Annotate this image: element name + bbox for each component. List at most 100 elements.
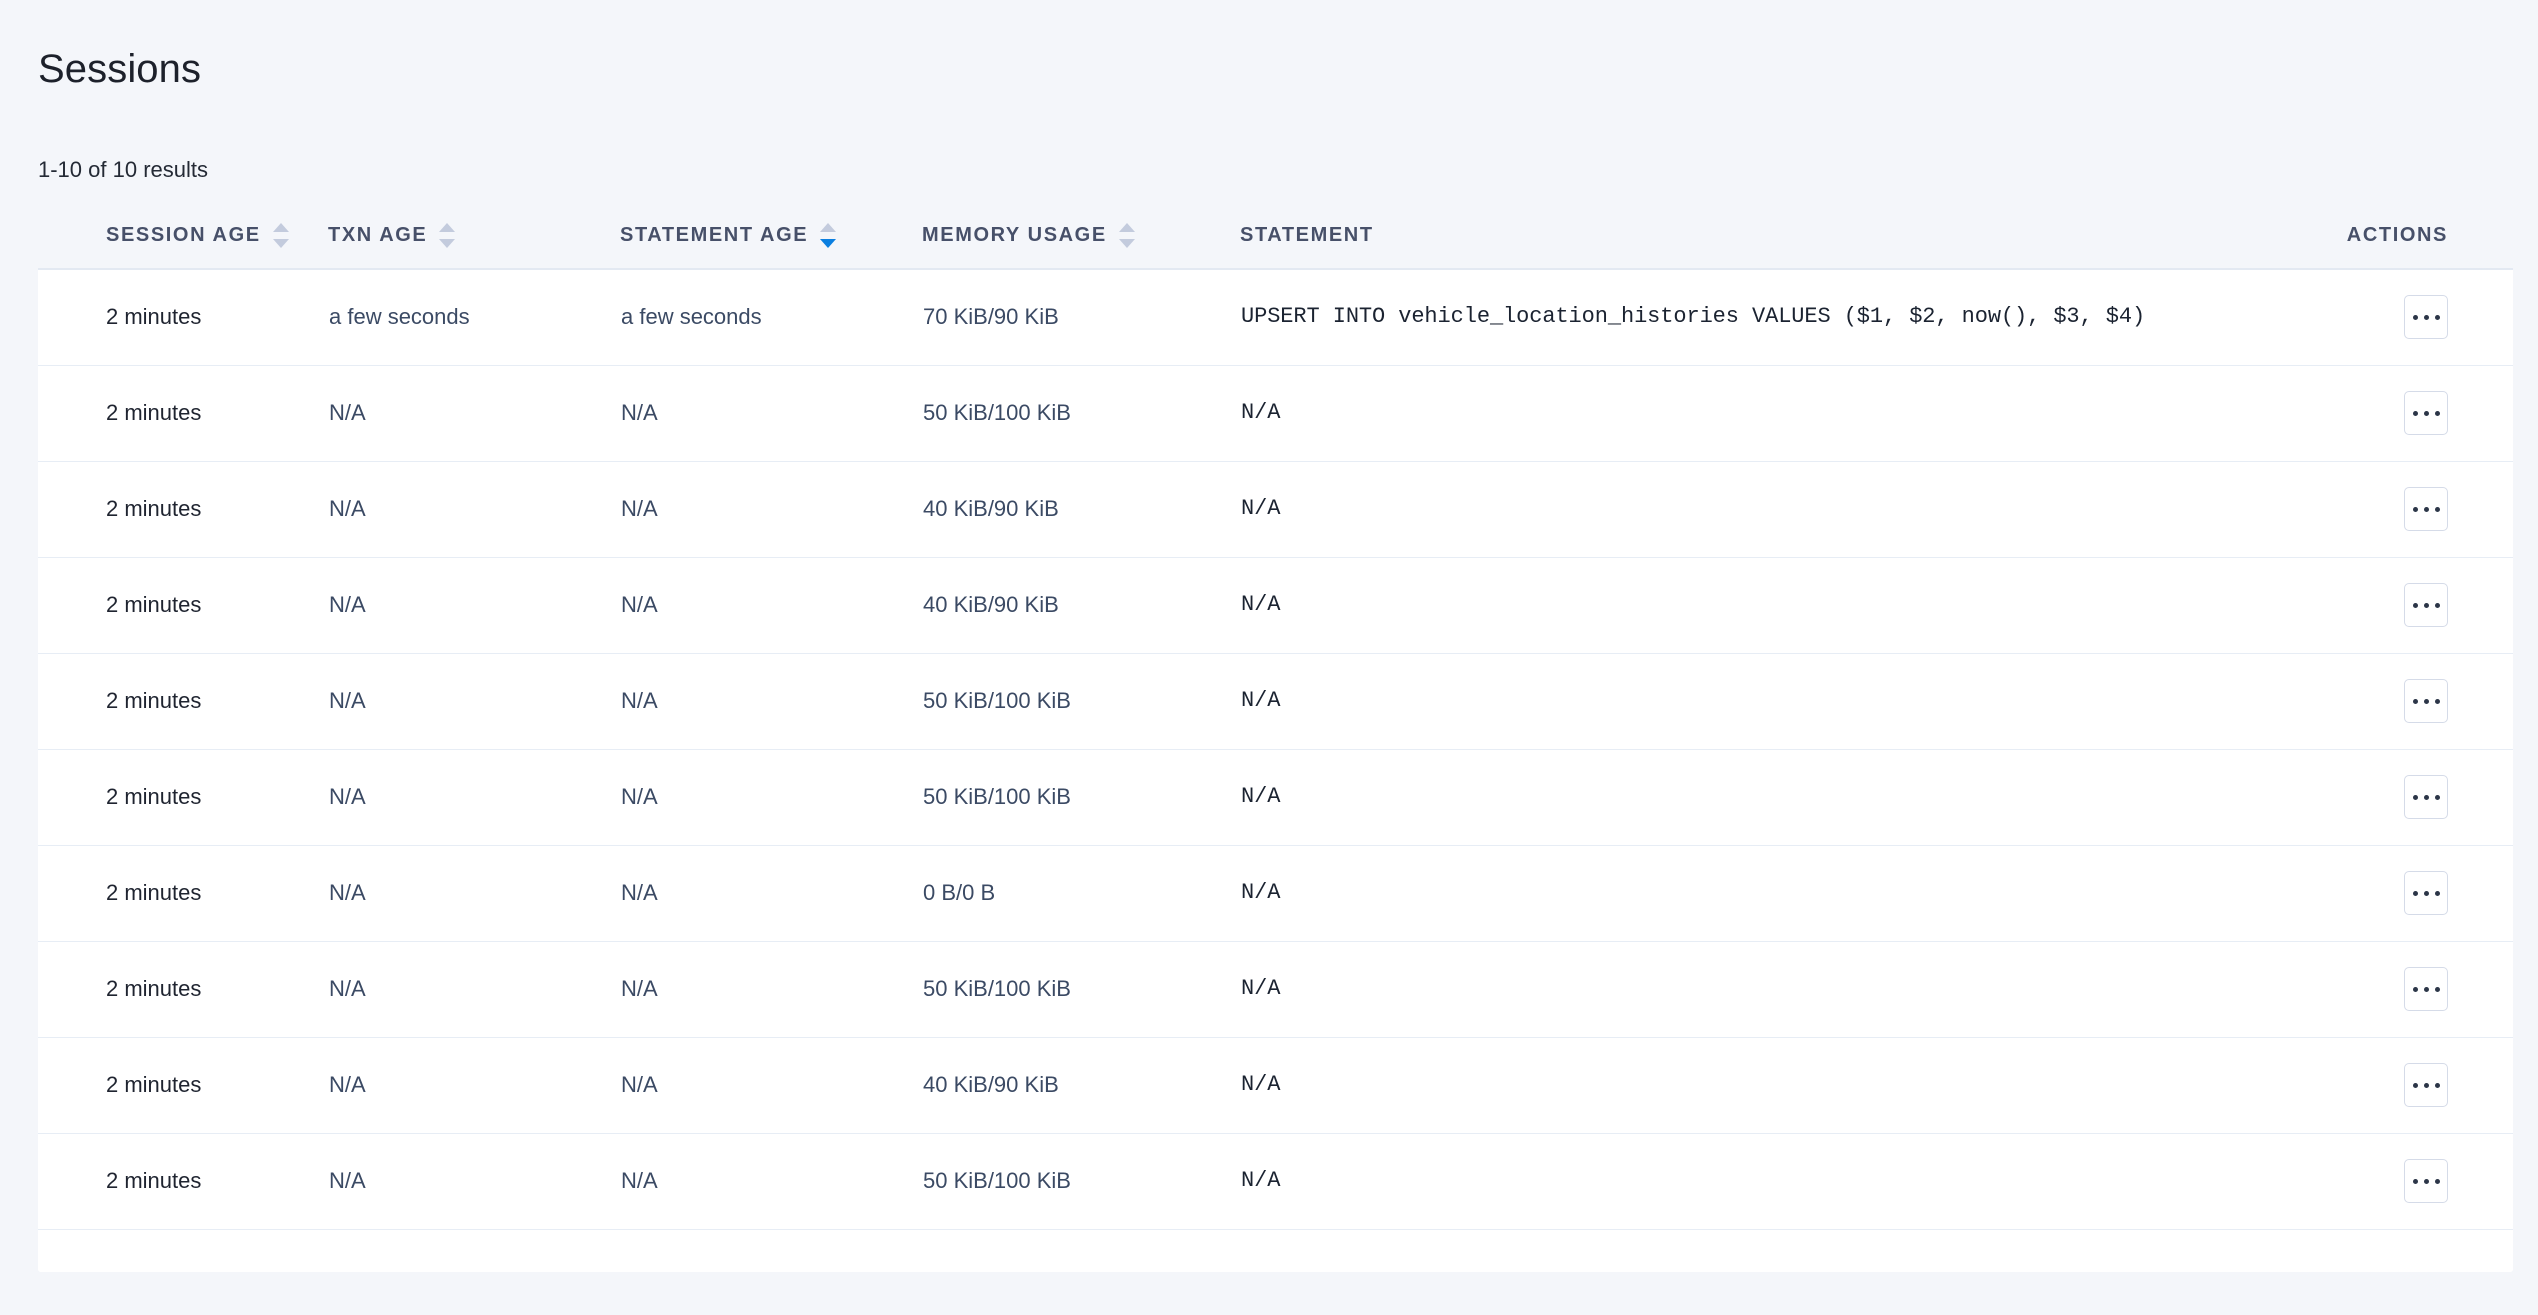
table-row[interactable]: 2 minutes N/A N/A 0 B/0 B N/A: [38, 845, 2513, 942]
cell-statement: N/A: [1240, 461, 2300, 558]
cell-session-age: 2 minutes: [38, 845, 328, 942]
row-actions-button[interactable]: [2404, 871, 2448, 915]
column-header-session-age[interactable]: SESSION AGE: [38, 203, 328, 270]
table-row[interactable]: 2 minutes N/A N/A 50 KiB/100 KiB N/A: [38, 941, 2513, 1038]
row-actions-button[interactable]: [2404, 775, 2448, 819]
table-row[interactable]: 2 minutes N/A N/A 40 KiB/90 KiB N/A: [38, 557, 2513, 654]
row-actions-button[interactable]: [2404, 295, 2448, 340]
table-row[interactable]: 2 minutes N/A N/A 50 KiB/100 KiB N/A: [38, 749, 2513, 846]
ellipsis-icon: [2434, 506, 2440, 512]
table-row[interactable]: 2 minutes N/A N/A 40 KiB/90 KiB N/A: [38, 1037, 2513, 1134]
cell-txn-age: N/A: [328, 845, 620, 942]
cell-txn-age: N/A: [328, 365, 620, 462]
header-row: SESSION AGE TXN AGE: [38, 203, 2513, 270]
table-row[interactable]: 2 minutes N/A N/A 50 KiB/100 KiB N/A: [38, 653, 2513, 750]
cell-session-age: 2 minutes: [38, 365, 328, 462]
ellipsis-icon: [2412, 506, 2418, 512]
table-row[interactable]: 2 minutes N/A N/A 50 KiB/100 KiB N/A: [38, 365, 2513, 462]
row-actions-button[interactable]: [2404, 391, 2448, 435]
cell-txn-age: N/A: [328, 1133, 620, 1230]
ellipsis-icon: [2423, 698, 2429, 704]
ellipsis-icon: [2434, 410, 2440, 416]
cell-memory-usage: 40 KiB/90 KiB: [922, 1037, 1240, 1134]
ellipsis-icon: [2423, 602, 2429, 608]
sort-descending-icon[interactable]: [1118, 239, 1135, 248]
cell-actions: [2300, 269, 2513, 366]
page-title: Sessions: [38, 46, 202, 91]
column-header-session-age-label: SESSION AGE: [106, 224, 261, 246]
ellipsis-icon: [2434, 986, 2440, 992]
column-header-memory-usage[interactable]: MEMORY USAGE: [922, 203, 1240, 270]
sort-toggle-session-age[interactable]: [272, 223, 289, 248]
cell-actions: [2300, 845, 2513, 942]
cell-memory-usage: 40 KiB/90 KiB: [922, 557, 1240, 654]
cell-statement-age: N/A: [620, 845, 922, 942]
ellipsis-icon: [2434, 794, 2440, 800]
sort-descending-icon-active[interactable]: [820, 239, 837, 248]
row-actions-button[interactable]: [2404, 1159, 2448, 1203]
cell-statement-age: N/A: [620, 653, 922, 750]
table-row[interactable]: 2 minutes N/A N/A 40 KiB/90 KiB N/A: [38, 461, 2513, 558]
cell-statement: N/A: [1240, 365, 2300, 462]
column-header-txn-age[interactable]: TXN AGE: [328, 203, 620, 270]
cell-statement: N/A: [1240, 1037, 2300, 1134]
sort-ascending-icon[interactable]: [272, 223, 289, 232]
column-header-memory-usage-label: MEMORY USAGE: [922, 224, 1107, 246]
row-actions-button[interactable]: [2404, 679, 2448, 723]
row-actions-button[interactable]: [2404, 487, 2448, 531]
cell-session-age: 2 minutes: [38, 1037, 328, 1134]
sort-toggle-memory-usage[interactable]: [1118, 223, 1135, 248]
table-body: 2 minutes a few seconds a few seconds 70…: [38, 269, 2513, 1230]
cell-session-age: 2 minutes: [38, 269, 328, 366]
results-count: 1-10 of 10 results: [38, 157, 208, 182]
ellipsis-icon: [2412, 890, 2418, 896]
cell-memory-usage: 50 KiB/100 KiB: [922, 365, 1240, 462]
cell-statement-age: N/A: [620, 557, 922, 654]
row-actions-button[interactable]: [2404, 583, 2448, 627]
row-actions-button[interactable]: [2404, 1063, 2448, 1107]
table-header: SESSION AGE TXN AGE: [38, 203, 2513, 270]
cell-statement-age: N/A: [620, 749, 922, 846]
ellipsis-icon: [2412, 410, 2418, 416]
row-actions-button[interactable]: [2404, 967, 2448, 1011]
column-header-statement-age-label: STATEMENT AGE: [620, 224, 809, 246]
cell-txn-age: N/A: [328, 653, 620, 750]
sort-ascending-icon[interactable]: [1118, 223, 1135, 232]
column-header-txn-age-label: TXN AGE: [328, 224, 428, 246]
column-header-statement-age[interactable]: STATEMENT AGE: [620, 203, 922, 270]
cell-statement: N/A: [1240, 941, 2300, 1038]
sort-ascending-icon[interactable]: [820, 223, 837, 232]
cell-memory-usage: 50 KiB/100 KiB: [922, 1133, 1240, 1230]
sort-ascending-icon[interactable]: [439, 223, 456, 232]
cell-actions: [2300, 749, 2513, 846]
cell-memory-usage: 50 KiB/100 KiB: [922, 941, 1240, 1038]
ellipsis-icon: [2423, 986, 2429, 992]
sort-toggle-txn-age[interactable]: [439, 223, 456, 248]
table-row[interactable]: 2 minutes a few seconds a few seconds 70…: [38, 269, 2513, 366]
cell-actions: [2300, 365, 2513, 462]
cell-statement: N/A: [1240, 557, 2300, 654]
cell-statement-age: a few seconds: [620, 269, 922, 366]
sort-toggle-statement-age[interactable]: [820, 223, 837, 248]
ellipsis-icon: [2423, 1082, 2429, 1088]
cell-actions: [2300, 653, 2513, 750]
sessions-table: SESSION AGE TXN AGE: [38, 203, 2513, 1230]
cell-statement: N/A: [1240, 653, 2300, 750]
cell-session-age: 2 minutes: [38, 653, 328, 750]
cell-statement: N/A: [1240, 749, 2300, 846]
ellipsis-icon: [2423, 314, 2429, 320]
cell-memory-usage: 0 B/0 B: [922, 845, 1240, 942]
table-row[interactable]: 2 minutes N/A N/A 50 KiB/100 KiB N/A: [38, 1133, 2513, 1230]
ellipsis-icon: [2423, 890, 2429, 896]
sort-descending-icon[interactable]: [272, 239, 289, 248]
ellipsis-icon: [2423, 506, 2429, 512]
cell-session-age: 2 minutes: [38, 461, 328, 558]
ellipsis-icon: [2412, 986, 2418, 992]
ellipsis-icon: [2434, 314, 2440, 320]
ellipsis-icon: [2434, 698, 2440, 704]
sort-descending-icon[interactable]: [439, 239, 456, 248]
cell-txn-age: N/A: [328, 749, 620, 846]
cell-statement-age: N/A: [620, 461, 922, 558]
cell-statement-age: N/A: [620, 365, 922, 462]
sessions-table-card: SESSION AGE TXN AGE: [38, 203, 2513, 1272]
